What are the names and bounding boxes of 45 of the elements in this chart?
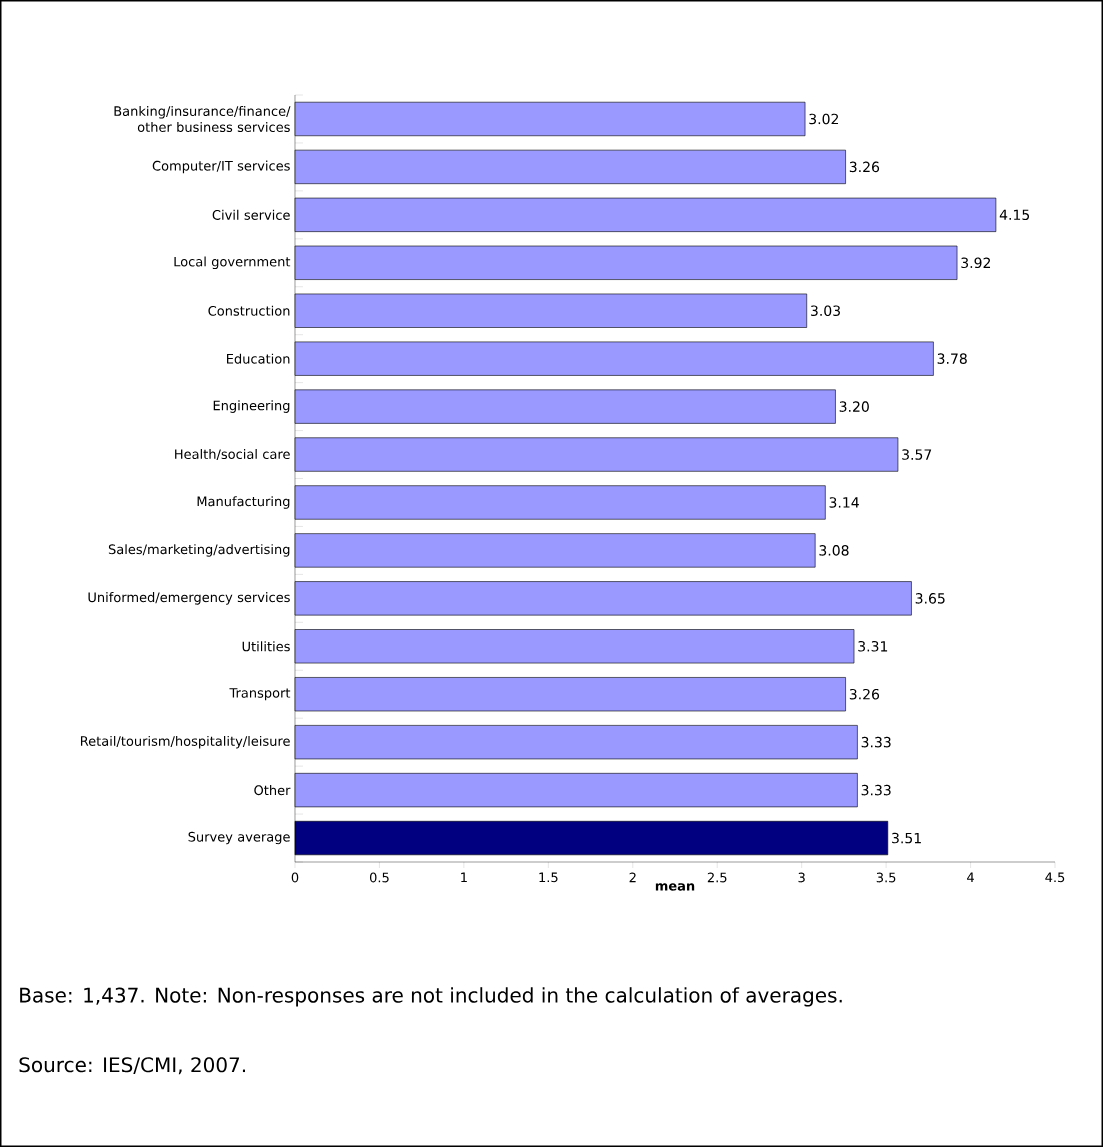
data-label: 3.57 bbox=[902, 449, 932, 460]
y-tick-label: Health/social care bbox=[175, 449, 290, 461]
data-label: 3.65 bbox=[915, 593, 945, 604]
x-tick-label: 3 bbox=[798, 872, 805, 883]
data-label: 4.15 bbox=[999, 209, 1030, 221]
y-tick-label: Other bbox=[254, 785, 291, 796]
y-tick-label: Utilities bbox=[242, 641, 290, 652]
x-axis-title: mean bbox=[655, 883, 695, 891]
x-tick-label: 2 bbox=[629, 872, 636, 883]
data-label: 3.08 bbox=[819, 545, 849, 556]
data-label: 3.31 bbox=[858, 641, 888, 652]
x-tick-label: 1 bbox=[461, 872, 467, 883]
y-tick-label: Education bbox=[227, 353, 290, 364]
y-tick-label: Manufacturing bbox=[197, 496, 290, 509]
text: Base: 1,437. Note: Non-responses are not included in the calculation of averages. bbox=[20, 987, 842, 1007]
x-tick-label: 0 bbox=[291, 872, 299, 883]
data-label: 3.14 bbox=[829, 497, 859, 508]
data-label: 3.20 bbox=[839, 401, 869, 412]
data-label: 3.51 bbox=[892, 832, 921, 844]
data-label: 3.26 bbox=[849, 161, 880, 173]
x-tick-label: 4.5 bbox=[1045, 872, 1065, 883]
x-tick-label: 4 bbox=[967, 872, 974, 883]
y-tick-label: Computer/IT services bbox=[152, 160, 290, 174]
data-label: 3.78 bbox=[937, 353, 967, 364]
y-tick-label: Transport bbox=[229, 688, 291, 701]
y-tick-label: Sales/marketing/advertising bbox=[108, 544, 290, 557]
y-tick-label: Engineering bbox=[213, 400, 290, 413]
data-label: 3.03 bbox=[811, 305, 840, 317]
y-tick-label: Local government bbox=[174, 256, 291, 270]
data-label: 3.26 bbox=[849, 688, 880, 700]
x-tick-label: 2.5 bbox=[707, 872, 727, 883]
data-label: 3.33 bbox=[861, 784, 891, 796]
x-tick-label: 0.5 bbox=[369, 872, 389, 883]
y-tick-label: Construction bbox=[208, 305, 290, 316]
y-tick-label: Civil service bbox=[212, 209, 290, 220]
y-tick-label: Uniformed/emergency services bbox=[88, 592, 290, 605]
y-tick-label: Banking/insurance/finance/ other business services bbox=[114, 105, 291, 132]
data-label: 3.33 bbox=[861, 736, 891, 748]
y-tick-label: Retail/tourism/hospitality/leisure bbox=[80, 735, 290, 749]
y-tick-label: Survey average bbox=[188, 831, 290, 845]
data-label: 3.92 bbox=[961, 257, 991, 269]
data-label: 3.02 bbox=[809, 113, 839, 125]
x-tick-label: 3.5 bbox=[876, 872, 896, 883]
x-tick-label: 1.5 bbox=[539, 872, 558, 883]
source-note: Source: IES/CMI, 2007. bbox=[19, 1057, 245, 1075]
